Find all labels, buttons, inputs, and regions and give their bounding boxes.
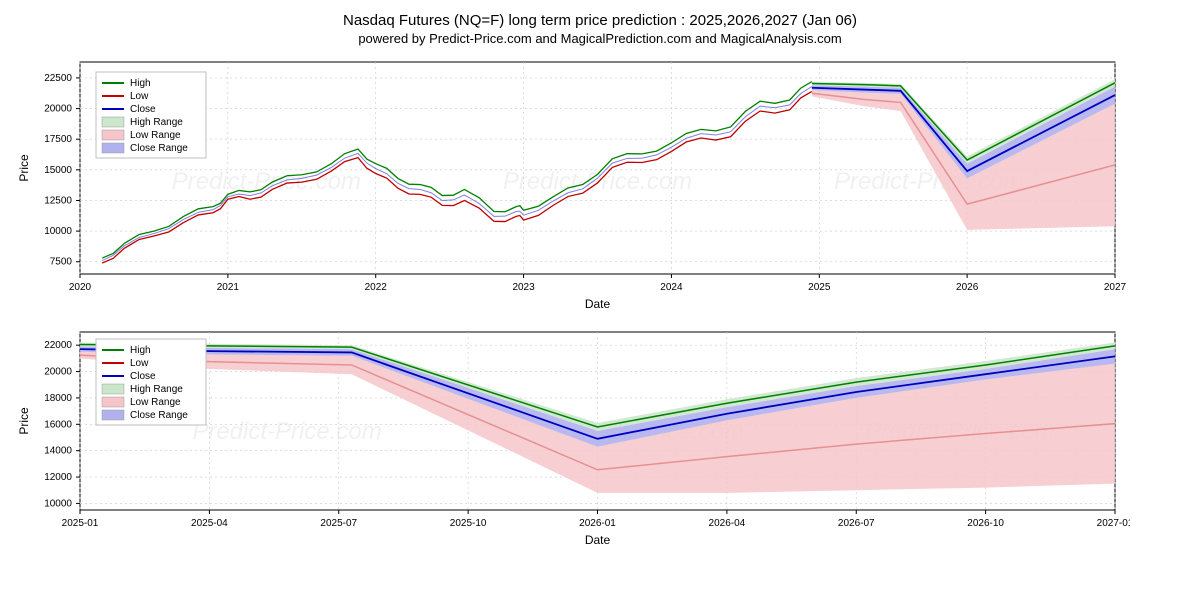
- svg-text:2025-07: 2025-07: [320, 518, 357, 529]
- chart-1-wrapper: Predict-Price.comPredict-Price.comPredic…: [10, 54, 1190, 324]
- svg-text:20000: 20000: [44, 367, 72, 378]
- svg-text:High Range: High Range: [130, 384, 183, 395]
- svg-text:2025-04: 2025-04: [191, 518, 228, 529]
- svg-text:2022: 2022: [365, 282, 388, 293]
- svg-text:2027-01: 2027-01: [1097, 518, 1130, 529]
- chart-2-wrapper: Predict-Price.comPredict-Price.comPredic…: [10, 324, 1190, 554]
- svg-text:2021: 2021: [217, 282, 240, 293]
- svg-text:High Range: High Range: [130, 117, 183, 128]
- chart-1-svg: Predict-Price.comPredict-Price.comPredic…: [10, 54, 1130, 324]
- svg-text:2026-04: 2026-04: [709, 518, 746, 529]
- svg-text:10000: 10000: [44, 498, 72, 509]
- svg-text:Low Range: Low Range: [130, 130, 181, 141]
- svg-text:High: High: [130, 345, 151, 356]
- chart-2-svg: Predict-Price.comPredict-Price.comPredic…: [10, 324, 1130, 554]
- svg-text:Price: Price: [17, 407, 31, 435]
- svg-text:15000: 15000: [44, 165, 72, 176]
- svg-text:Close: Close: [130, 371, 156, 382]
- svg-text:2026: 2026: [956, 282, 979, 293]
- svg-text:Close Range: Close Range: [130, 143, 188, 154]
- svg-text:Low: Low: [130, 91, 149, 102]
- svg-text:Date: Date: [585, 297, 611, 311]
- svg-text:Close: Close: [130, 104, 156, 115]
- svg-text:18000: 18000: [44, 393, 72, 404]
- svg-text:2024: 2024: [660, 282, 683, 293]
- svg-text:Low Range: Low Range: [130, 397, 181, 408]
- svg-text:22500: 22500: [44, 73, 72, 84]
- svg-text:20000: 20000: [44, 104, 72, 115]
- svg-text:7500: 7500: [50, 257, 73, 268]
- svg-text:Predict-Price.com: Predict-Price.com: [192, 418, 381, 445]
- svg-text:Predict-Price.com: Predict-Price.com: [172, 168, 361, 195]
- svg-text:2026-01: 2026-01: [579, 518, 616, 529]
- svg-text:12000: 12000: [44, 472, 72, 483]
- svg-text:2023: 2023: [512, 282, 535, 293]
- svg-text:10000: 10000: [44, 226, 72, 237]
- svg-text:2027: 2027: [1104, 282, 1127, 293]
- svg-text:2020: 2020: [69, 282, 92, 293]
- sub-title: powered by Predict-Price.com and Magical…: [10, 31, 1190, 46]
- svg-text:Low: Low: [130, 358, 149, 369]
- svg-text:14000: 14000: [44, 446, 72, 457]
- svg-text:2026-10: 2026-10: [967, 518, 1004, 529]
- svg-text:Price: Price: [17, 154, 31, 182]
- svg-text:12500: 12500: [44, 195, 72, 206]
- svg-text:Date: Date: [585, 533, 611, 547]
- svg-text:17500: 17500: [44, 134, 72, 145]
- main-title: Nasdaq Futures (NQ=F) long term price pr…: [10, 12, 1190, 29]
- svg-text:2025-10: 2025-10: [450, 518, 487, 529]
- svg-text:Close Range: Close Range: [130, 410, 188, 421]
- svg-text:2025-01: 2025-01: [62, 518, 99, 529]
- svg-text:Predict-Price.com: Predict-Price.com: [503, 168, 692, 195]
- svg-text:2026-07: 2026-07: [838, 518, 875, 529]
- svg-text:22000: 22000: [44, 340, 72, 351]
- svg-text:2025: 2025: [808, 282, 831, 293]
- svg-text:High: High: [130, 78, 151, 89]
- svg-text:16000: 16000: [44, 419, 72, 430]
